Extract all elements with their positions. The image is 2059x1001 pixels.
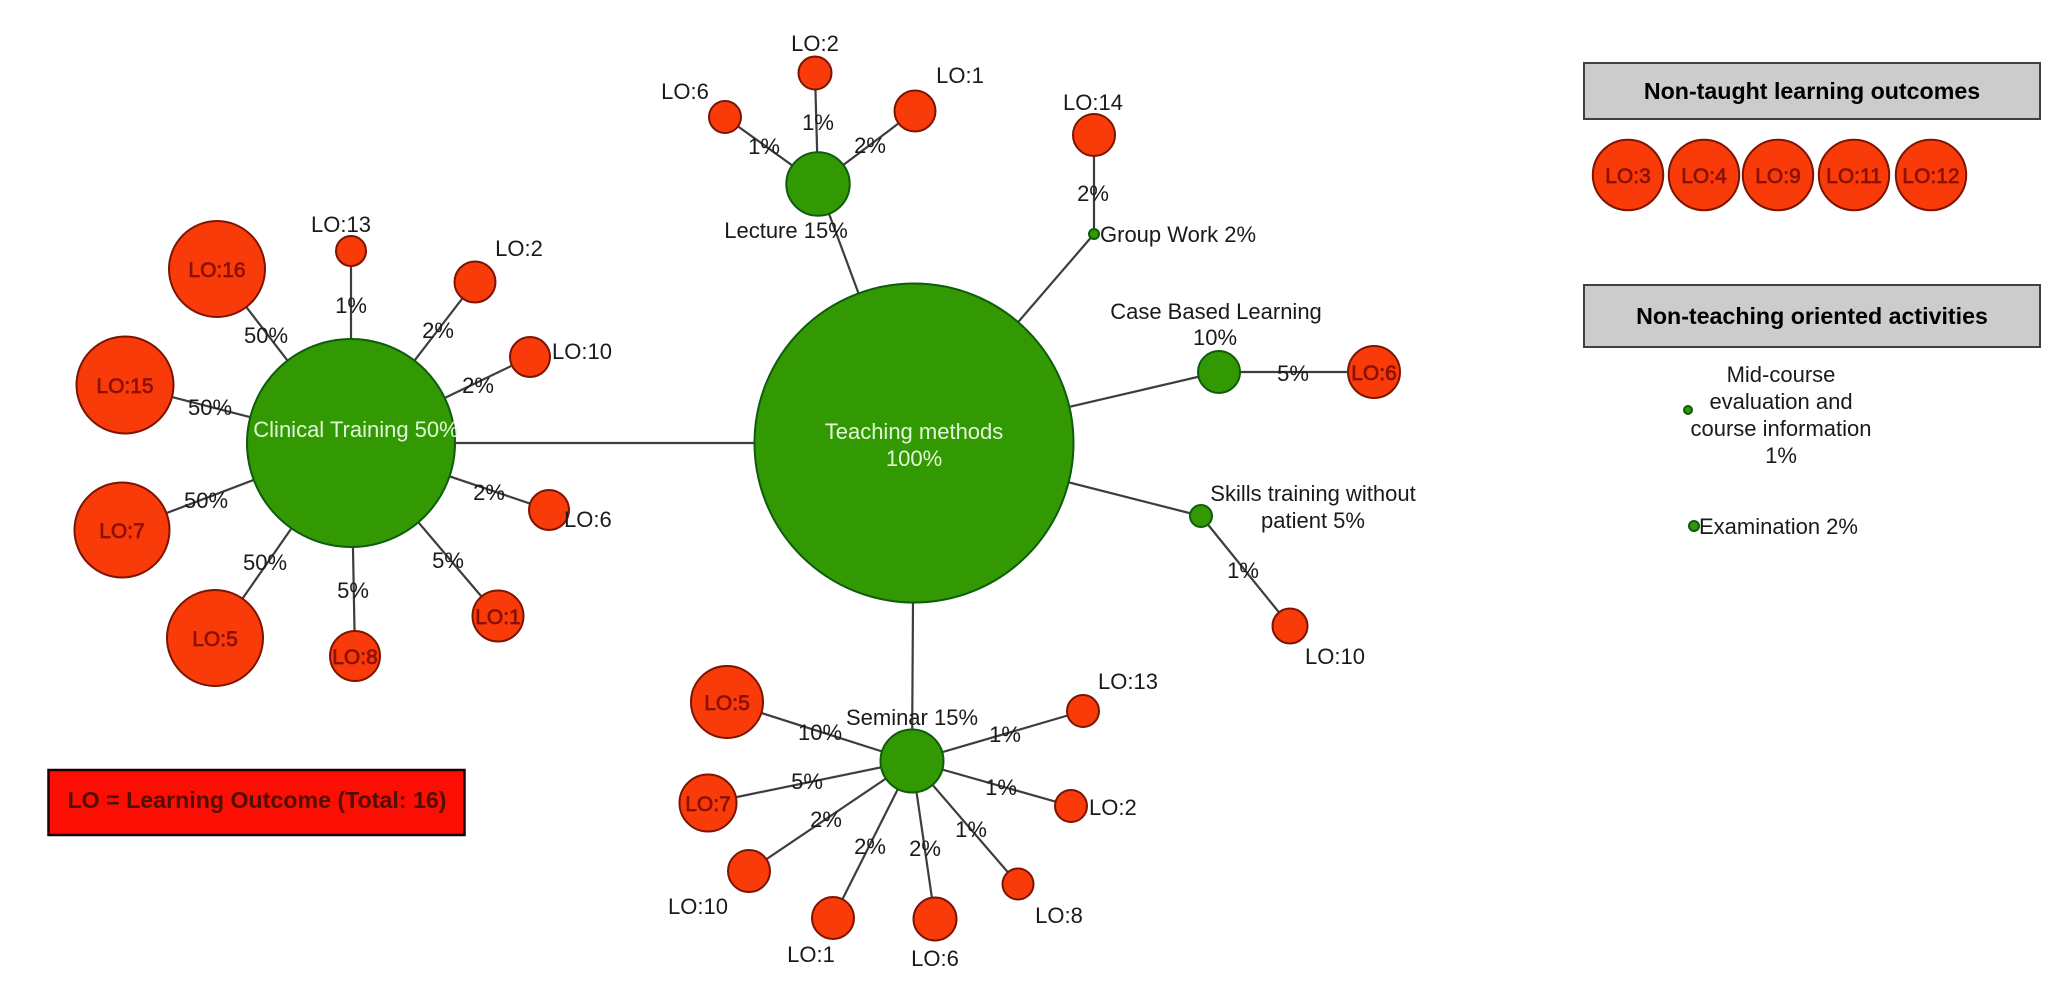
svg-text:1%: 1% bbox=[748, 134, 780, 159]
svg-text:LO:14: LO:14 bbox=[1063, 90, 1123, 115]
svg-text:10%: 10% bbox=[1193, 325, 1237, 350]
svg-text:2%: 2% bbox=[462, 373, 494, 398]
svg-text:1%: 1% bbox=[802, 110, 834, 135]
svg-text:LO:10: LO:10 bbox=[668, 894, 728, 919]
svg-text:LO:7: LO:7 bbox=[685, 793, 731, 816]
svg-text:LO:16: LO:16 bbox=[188, 259, 245, 282]
svg-text:Clinical Training 50%: Clinical Training 50% bbox=[253, 417, 458, 442]
svg-text:Non-taught learning outcomes: Non-taught learning outcomes bbox=[1644, 78, 1980, 104]
svg-text:LO:2: LO:2 bbox=[1089, 795, 1137, 820]
svg-text:LO:8: LO:8 bbox=[1035, 903, 1083, 928]
svg-text:LO:2: LO:2 bbox=[495, 236, 543, 261]
svg-text:Skills training without: Skills training without bbox=[1210, 481, 1415, 506]
svg-text:LO:5: LO:5 bbox=[192, 628, 238, 651]
svg-text:Case Based Learning: Case Based Learning bbox=[1110, 299, 1322, 324]
svg-text:Mid-course: Mid-course bbox=[1727, 362, 1836, 387]
svg-text:5%: 5% bbox=[791, 769, 823, 794]
svg-text:Examination 2%: Examination 2% bbox=[1699, 514, 1858, 539]
svg-text:LO:10: LO:10 bbox=[1305, 644, 1365, 669]
svg-text:evaluation and: evaluation and bbox=[1709, 389, 1852, 414]
svg-text:Group Work 2%: Group Work 2% bbox=[1100, 222, 1256, 247]
svg-text:2%: 2% bbox=[422, 318, 454, 343]
svg-text:LO:10: LO:10 bbox=[552, 339, 612, 364]
svg-text:10%: 10% bbox=[798, 720, 842, 745]
svg-text:1%: 1% bbox=[1765, 443, 1797, 468]
svg-text:2%: 2% bbox=[909, 836, 941, 861]
svg-text:Teaching methods: Teaching methods bbox=[825, 419, 1004, 444]
svg-text:50%: 50% bbox=[244, 323, 288, 348]
svg-text:Seminar 15%: Seminar 15% bbox=[846, 705, 978, 730]
svg-text:2%: 2% bbox=[1077, 181, 1109, 206]
svg-text:LO:11: LO:11 bbox=[1826, 165, 1882, 188]
svg-text:LO:2: LO:2 bbox=[791, 31, 839, 56]
svg-text:2%: 2% bbox=[854, 834, 886, 859]
svg-text:LO:15: LO:15 bbox=[96, 375, 153, 398]
svg-text:LO:1: LO:1 bbox=[936, 63, 984, 88]
svg-text:LO:9: LO:9 bbox=[1755, 165, 1801, 188]
svg-text:5%: 5% bbox=[1277, 361, 1309, 386]
svg-text:2%: 2% bbox=[473, 480, 505, 505]
svg-text:LO:1: LO:1 bbox=[787, 942, 835, 967]
svg-text:LO:13: LO:13 bbox=[311, 212, 371, 237]
svg-text:LO:1: LO:1 bbox=[475, 606, 521, 629]
svg-text:100%: 100% bbox=[886, 446, 942, 471]
svg-text:2%: 2% bbox=[810, 807, 842, 832]
svg-text:Non-teaching oriented activiti: Non-teaching oriented activities bbox=[1636, 303, 1988, 329]
svg-text:1%: 1% bbox=[335, 293, 367, 318]
svg-text:LO:4: LO:4 bbox=[1681, 165, 1727, 188]
svg-text:5%: 5% bbox=[432, 548, 464, 573]
svg-text:50%: 50% bbox=[184, 488, 228, 513]
svg-text:LO:6: LO:6 bbox=[661, 79, 709, 104]
svg-text:LO:13: LO:13 bbox=[1098, 669, 1158, 694]
svg-text:LO:6: LO:6 bbox=[1351, 362, 1397, 385]
svg-text:2%: 2% bbox=[854, 133, 886, 158]
svg-text:1%: 1% bbox=[985, 775, 1017, 800]
svg-text:Lecture 15%: Lecture 15% bbox=[724, 218, 848, 243]
svg-text:LO:3: LO:3 bbox=[1605, 165, 1651, 188]
svg-text:patient 5%: patient 5% bbox=[1261, 508, 1365, 533]
svg-text:1%: 1% bbox=[955, 817, 987, 842]
svg-text:course information: course information bbox=[1691, 416, 1872, 441]
svg-text:LO:8: LO:8 bbox=[332, 646, 378, 669]
svg-text:5%: 5% bbox=[337, 578, 369, 603]
svg-text:LO = Learning Outcome (Total:: LO = Learning Outcome (Total: 16) bbox=[68, 787, 447, 813]
svg-text:1%: 1% bbox=[989, 722, 1021, 747]
svg-text:LO:6: LO:6 bbox=[564, 507, 612, 532]
svg-text:LO:6: LO:6 bbox=[911, 946, 959, 971]
svg-text:50%: 50% bbox=[243, 550, 287, 575]
svg-text:1%: 1% bbox=[1227, 558, 1259, 583]
svg-text:50%: 50% bbox=[188, 395, 232, 420]
svg-text:LO:7: LO:7 bbox=[99, 520, 145, 543]
svg-text:LO:12: LO:12 bbox=[1902, 165, 1959, 188]
svg-text:LO:5: LO:5 bbox=[704, 692, 750, 715]
